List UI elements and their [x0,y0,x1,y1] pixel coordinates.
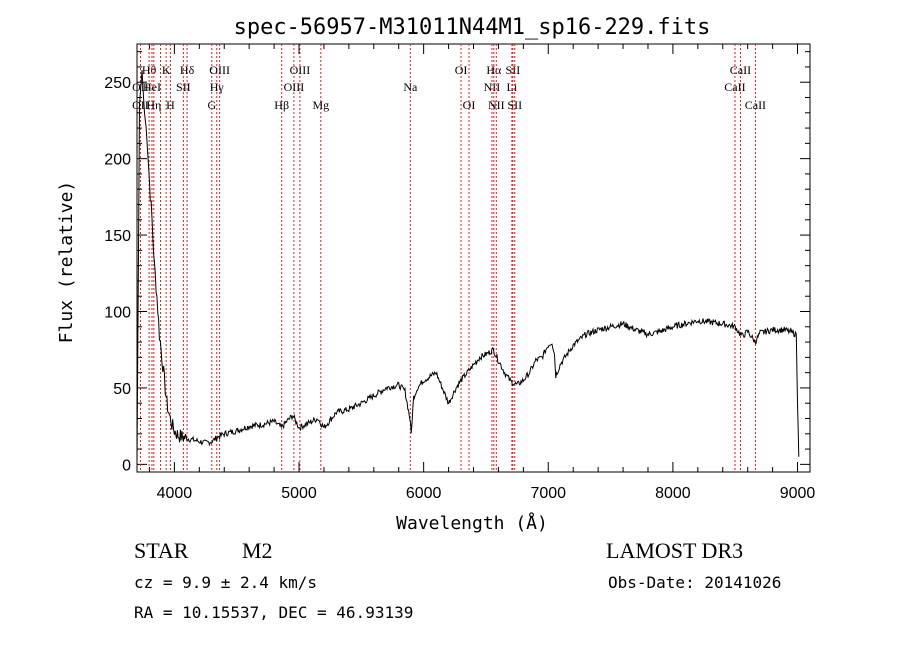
line-marker-label: CaII [724,80,745,94]
line-marker-label: Hδ [180,63,195,77]
y-tick-label: 50 [113,381,131,398]
series-layer [136,69,800,465]
object-class: STAR [134,538,189,563]
survey-name: LAMOST DR3 [606,538,744,563]
line-marker-label: NII [488,98,505,112]
line-marker-label: Hθ [142,63,157,77]
y-tick-label: 100 [104,305,131,322]
line-marker-label: SII [506,63,521,77]
line-marker-label: Li [507,80,518,94]
y-tick-label: 0 [122,457,131,474]
y-tick-label: 150 [104,228,131,245]
line-marker-label: HeI [143,80,161,94]
coordinates: RA = 10.15537, DEC = 46.93139 [134,603,414,622]
x-axis-label: Wavelength (Å) [396,512,548,534]
x-tick-label: 7000 [530,485,566,502]
obs-date: Obs-Date: 20141026 [608,573,782,592]
line-marker-label: H [166,98,175,112]
line-marker-label: Mg [312,98,329,112]
x-tick-label: 4000 [157,485,193,502]
x-tick-label: 8000 [655,485,691,502]
line-marker-label: Hη [146,98,161,112]
object-subclass: M2 [242,538,273,563]
line-marker-label: CaII [730,63,751,77]
line-marker-label: Hα [486,63,502,77]
chart-title: spec-56957-M31011N44M1_sp16-229.fits [234,15,711,40]
line-marker-label: Hγ [210,80,225,94]
line-marker-label: G [207,98,216,112]
line-marker-label: NII [484,80,501,94]
x-tick-label: 6000 [406,485,442,502]
line-marker-layer: OIIOIIHθHeIHηKHSIIHδGHγOIIIHβOIIIOIIIMgN… [132,44,766,472]
line-marker-label: OIII [284,80,305,94]
line-marker-label: K [162,63,171,77]
x-tick-label: 5000 [281,485,317,502]
line-marker-label: SII [507,98,522,112]
line-marker-label: Na [403,80,418,94]
line-marker-label: OI [455,63,468,77]
line-marker-label: OI [463,98,476,112]
y-tick-label: 200 [104,152,131,169]
line-marker-label: OIII [209,63,230,77]
y-axis-label: Flux (relative) [56,181,77,344]
redshift-readout: cz = 9.9 ± 2.4 km/s [134,573,318,592]
line-marker-label: CaII [745,98,766,112]
line-marker-label: SII [176,80,191,94]
spectrum-line [136,69,800,465]
line-marker-label: Hβ [274,98,289,112]
tick-layer: 4000 5000 6000 7000 8000 9000 0 50 100 150 200 250 [104,44,815,502]
line-marker-label: OIII [290,63,311,77]
x-tick-label: 9000 [780,485,816,502]
y-tick-label: 250 [104,75,131,92]
